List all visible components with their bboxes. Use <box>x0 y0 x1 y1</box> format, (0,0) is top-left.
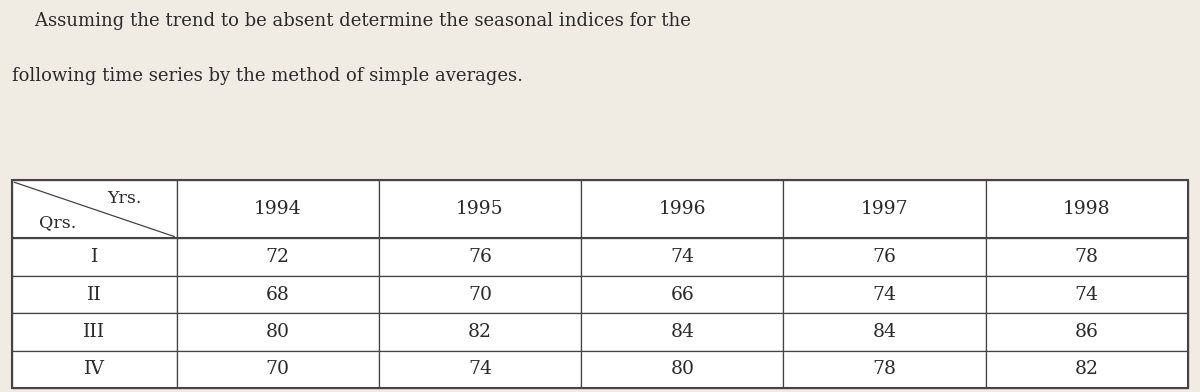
Text: 74: 74 <box>468 360 492 378</box>
Text: 66: 66 <box>671 286 694 303</box>
Text: IV: IV <box>84 360 104 378</box>
Bar <box>784 238 985 276</box>
Bar <box>379 351 581 388</box>
Bar <box>379 276 581 313</box>
Bar <box>985 313 1188 351</box>
Text: 78: 78 <box>1075 248 1099 266</box>
Bar <box>784 180 985 238</box>
Text: 84: 84 <box>872 323 896 341</box>
Text: 70: 70 <box>468 286 492 303</box>
Bar <box>581 313 784 351</box>
Bar <box>581 276 784 313</box>
Bar <box>176 276 379 313</box>
Bar <box>12 180 176 238</box>
Bar <box>379 238 581 276</box>
Text: 74: 74 <box>872 286 896 303</box>
Bar <box>12 180 1188 388</box>
Text: 70: 70 <box>265 360 289 378</box>
Bar <box>176 351 379 388</box>
Text: 82: 82 <box>1075 360 1099 378</box>
Bar <box>985 276 1188 313</box>
Text: 80: 80 <box>265 323 289 341</box>
Text: 72: 72 <box>265 248 289 266</box>
Text: 68: 68 <box>266 286 289 303</box>
Bar <box>12 238 176 276</box>
Bar <box>985 238 1188 276</box>
Text: Qrs.: Qrs. <box>40 214 77 231</box>
Text: I: I <box>91 248 98 266</box>
Text: 1998: 1998 <box>1063 200 1111 218</box>
Bar <box>581 238 784 276</box>
Text: Yrs.: Yrs. <box>107 191 142 207</box>
Bar <box>12 276 176 313</box>
Text: 74: 74 <box>1075 286 1099 303</box>
Bar <box>985 180 1188 238</box>
Text: 82: 82 <box>468 323 492 341</box>
Text: 78: 78 <box>872 360 896 378</box>
Text: following time series by the method of simple averages.: following time series by the method of s… <box>12 67 523 85</box>
Text: 76: 76 <box>468 248 492 266</box>
Text: 1996: 1996 <box>659 200 706 218</box>
Text: 76: 76 <box>872 248 896 266</box>
Bar <box>784 276 985 313</box>
Bar <box>784 351 985 388</box>
Text: 1997: 1997 <box>860 200 908 218</box>
Text: 86: 86 <box>1075 323 1099 341</box>
Bar <box>581 180 784 238</box>
Text: II: II <box>86 286 102 303</box>
Bar <box>12 351 176 388</box>
Bar <box>379 313 581 351</box>
Bar <box>379 180 581 238</box>
Bar <box>176 180 379 238</box>
Text: 1995: 1995 <box>456 200 504 218</box>
Text: Assuming the trend to be absent determine the seasonal indices for the: Assuming the trend to be absent determin… <box>12 12 691 30</box>
Bar <box>581 351 784 388</box>
Bar <box>12 313 176 351</box>
Bar <box>176 238 379 276</box>
Text: 84: 84 <box>671 323 695 341</box>
Text: III: III <box>83 323 106 341</box>
Bar <box>985 351 1188 388</box>
Text: 80: 80 <box>671 360 695 378</box>
Bar <box>784 313 985 351</box>
Text: 74: 74 <box>671 248 695 266</box>
Text: 1994: 1994 <box>254 200 301 218</box>
Bar <box>176 313 379 351</box>
